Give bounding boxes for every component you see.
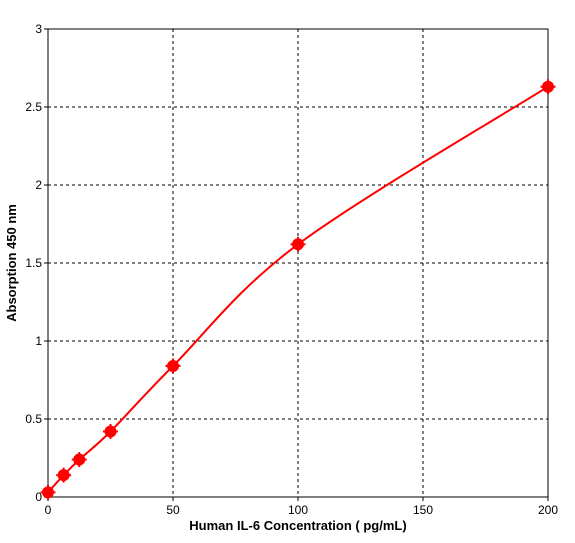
y-axis-label: Absorption 450 nm — [4, 204, 19, 322]
data-point — [540, 79, 556, 95]
x-tick-label: 100 — [288, 503, 308, 517]
data-point — [56, 467, 72, 483]
y-tick-label: 0 — [35, 490, 42, 504]
y-tick-label: 3 — [35, 22, 42, 36]
y-tick-label: 1.5 — [25, 256, 42, 270]
x-tick-label: 0 — [45, 503, 52, 517]
data-points — [40, 79, 556, 500]
x-tick-label: 150 — [413, 503, 433, 517]
y-tick-label: 1 — [35, 334, 42, 348]
x-axis-ticks: 0 50 100 150 200 — [45, 497, 558, 517]
x-axis-label: Human IL-6 Concentration ( pg/mL) — [189, 518, 406, 533]
y-tick-label: 0.5 — [25, 412, 42, 426]
data-point — [103, 423, 118, 439]
grid-lines — [48, 29, 548, 497]
data-point — [165, 358, 181, 374]
y-tick-label: 2.5 — [25, 100, 42, 114]
x-tick-label: 50 — [166, 503, 180, 517]
data-point — [71, 452, 87, 468]
x-tick-label: 200 — [538, 503, 558, 517]
data-point — [40, 484, 56, 500]
y-tick-label: 2 — [35, 178, 42, 192]
data-point — [290, 236, 306, 252]
y-axis-ticks: 0 0.5 1 1.5 2 2.5 3 — [25, 22, 48, 504]
